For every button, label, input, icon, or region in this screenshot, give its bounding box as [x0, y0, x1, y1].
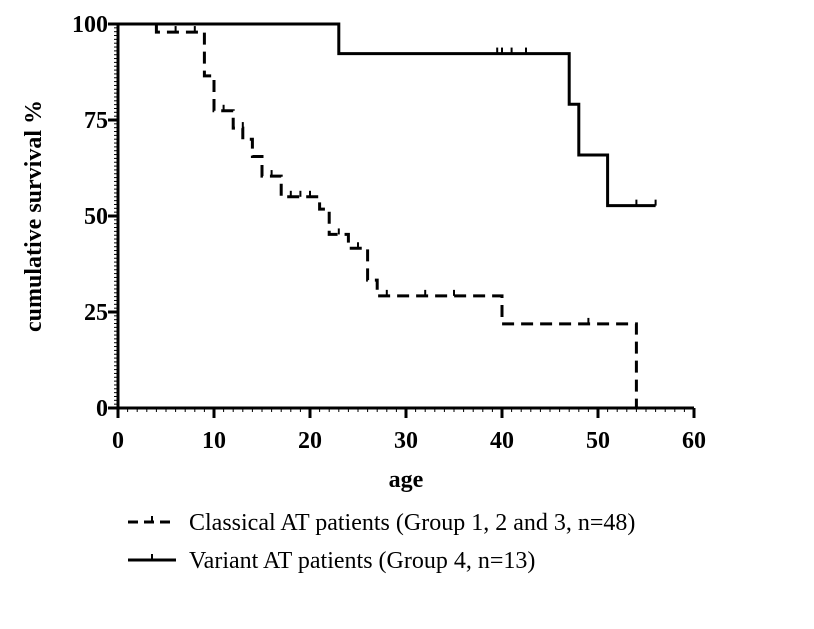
legend: Classical AT patients (Group 1, 2 and 3,…	[128, 510, 635, 574]
legend-label: Variant AT patients (Group 4, n=13)	[189, 548, 535, 574]
x-axis-label: age	[389, 467, 424, 493]
x-tick-label: 40	[490, 428, 514, 454]
x-tick-label: 30	[394, 428, 418, 454]
y-tick-label: 50	[84, 204, 108, 230]
y-minor-ticks	[114, 23, 118, 409]
y-tick-label: 75	[84, 108, 108, 134]
y-tick-group: 0 25 50 75 100	[72, 12, 118, 422]
survival-chart: 0 10 20 30 40 50 60 0 25 50 75 100 age cumulative …	[21, 12, 706, 574]
y-axis-label: cumulative survival %	[21, 100, 47, 332]
x-tick-label: 10	[202, 428, 226, 454]
y-tick-label: 25	[84, 300, 108, 326]
x-tick-label: 20	[298, 428, 322, 454]
classical-series-line	[118, 22, 638, 408]
x-tick-group: 0 10 20 30 40 50 60	[112, 408, 706, 454]
y-tick-label: 100	[72, 12, 108, 38]
series-layer	[118, 22, 657, 408]
legend-label: Classical AT patients (Group 1, 2 and 3,…	[189, 510, 635, 536]
axes: 0 10 20 30 40 50 60 0 25 50 75 100	[72, 12, 706, 454]
x-tick-label: 50	[586, 428, 610, 454]
x-tick-label: 60	[682, 428, 706, 454]
x-tick-label: 0	[112, 428, 124, 454]
variant-series-line	[118, 22, 656, 208]
y-tick-label: 0	[96, 396, 108, 422]
